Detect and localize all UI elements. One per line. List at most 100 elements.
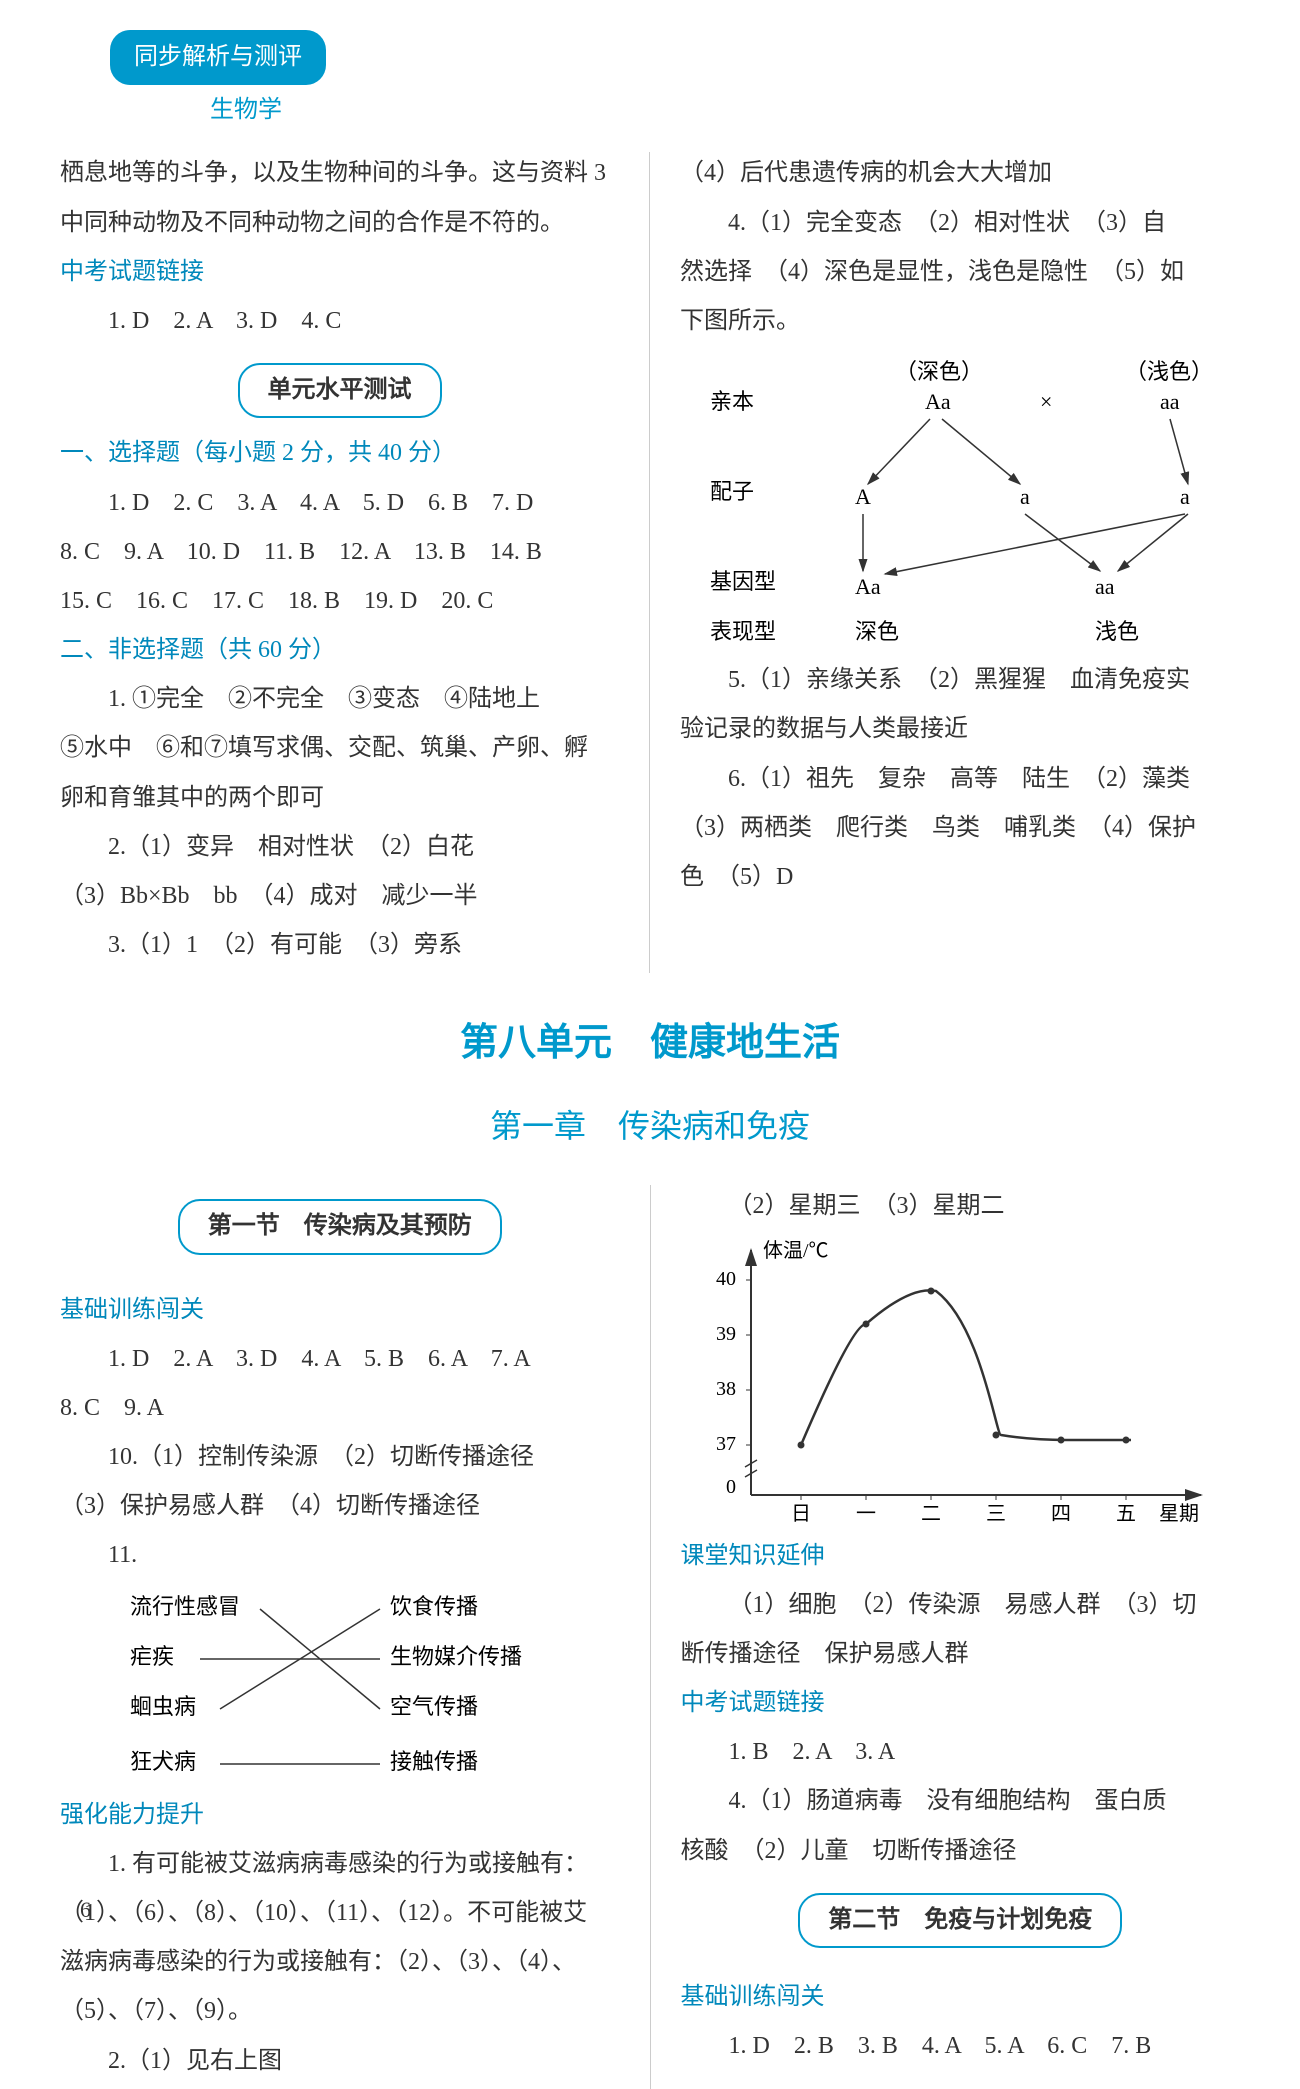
answers-line: 1. B 2. A 3. A [681, 1731, 1241, 1774]
text-line: 然选择 （4）深色是显性，浅色是隐性 （5）如 [680, 251, 1240, 294]
genetics-diagram: 亲本 配子 基因型 表现型 （深色） （浅色） Aa × aa A a a Aa… [680, 349, 1240, 659]
label-light-paren: （浅色） [1125, 359, 1213, 384]
header-tab: 同步解析与测评 [110, 30, 326, 85]
unit-test-pill: 单元水平测试 [238, 363, 442, 418]
label-genotype: 基因型 [710, 569, 776, 594]
text-line: 5.（1）亲缘关系 （2）黑猩猩 血清免疫实 [680, 659, 1240, 702]
pheno-dark: 深色 [855, 619, 899, 644]
xlabel: 星期 [1159, 1503, 1199, 1525]
text-line: 4.（1）完全变态 （2）相对性状 （3）自 [680, 202, 1240, 245]
right-col-b: （2）星期三 （3）星期二 体温/℃ 40 39 38 37 0 [681, 1185, 1241, 2088]
text-line: 6.（1）祖先 复杂 高等 陆生 （2）藻类 [680, 758, 1240, 801]
answers-line: 8. C 9. A 10. D 11. B 12. A 13. B 14. B [60, 531, 619, 574]
match-right-2: 空气传播 [390, 1694, 478, 1719]
text-line: （1）细胞 （2）传染源 易感人群 （3）切 [681, 1584, 1241, 1627]
ylabel: 体温/℃ [763, 1239, 829, 1262]
offspring-Aa: Aa [855, 574, 881, 599]
text-line: 栖息地等的斗争，以及生物种间的斗争。这与资料 3 [60, 152, 619, 195]
answers-line: 1. D 2. B 3. B 4. A 5. A 6. C 7. B [681, 2025, 1241, 2068]
ytick-0: 0 [726, 1476, 736, 1498]
ytick-38: 38 [716, 1378, 736, 1400]
allele-a2: a [1180, 484, 1190, 509]
section-1-pill: 第一节 传染病及其预防 [178, 1199, 502, 1254]
text-line: 2.（1）见右上图 [60, 2040, 620, 2083]
text-line: 下图所示。 [680, 300, 1240, 343]
jichu2-heading: 基础训练闯关 [681, 1976, 1241, 2019]
text-line: 验记录的数据与人类最接近 [680, 708, 1240, 751]
text-line: 10.（1）控制传染源 （2）切断传播途径 [60, 1436, 620, 1479]
text-line: 2.（1）变异 相对性状 （2）白花 [60, 826, 619, 869]
label-parent: 亲本 [710, 389, 754, 414]
ytick-37: 37 [716, 1433, 736, 1455]
allele-a: a [1020, 484, 1030, 509]
page-number: 6 [80, 1890, 91, 1930]
link-heading: 中考试题链接 [60, 251, 619, 294]
chapter-1-title: 第一章 传染病和免疫 [0, 1098, 1300, 1156]
lower-columns: 第一节 传染病及其预防 基础训练闯关 1. D 2. A 3. D 4. A 5… [0, 1185, 1300, 2088]
xtick-4: 四 [1051, 1503, 1071, 1525]
xtick-1: 一 [856, 1503, 876, 1525]
xtick-3: 三 [986, 1503, 1006, 1525]
column-divider [649, 152, 650, 973]
text-line: 4.（1）肠道病毒 没有细胞结构 蛋白质 [681, 1780, 1241, 1823]
page-header: 同步解析与测评 生物学 [0, 0, 1300, 132]
section-heading: 二、非选择题（共 60 分） [60, 629, 619, 672]
ytick-39: 39 [716, 1323, 736, 1345]
text-line: 1. ①完全 ②不完全 ③变态 ④陆地上 [60, 678, 619, 721]
left-col: 栖息地等的斗争，以及生物种间的斗争。这与资料 3 中同种动物及不同种动物之间的合… [60, 152, 619, 973]
right-col: （4）后代患遗传病的机会大大增加 4.（1）完全变态 （2）相对性状 （3）自 … [680, 152, 1240, 973]
text-line: 11. [60, 1534, 620, 1577]
zklink-heading: 中考试题链接 [681, 1682, 1241, 1725]
qianghua-heading: 强化能力提升 [60, 1794, 620, 1837]
text-line: （3）保护易感人群 （4）切断传播途径 [60, 1485, 620, 1528]
match-right-1: 生物媒介传播 [390, 1644, 522, 1669]
offspring-aa: aa [1095, 574, 1115, 599]
section-heading: 一、选择题（每小题 2 分，共 40 分） [60, 432, 619, 475]
text-line: 色 （5）D [680, 856, 1240, 899]
ytick-40: 40 [716, 1268, 736, 1290]
section-2-pill: 第二节 免疫与计划免疫 [798, 1893, 1122, 1948]
pheno-light: 浅色 [1095, 619, 1139, 644]
temperature-chart: 体温/℃ 40 39 38 37 0 日 一 二 三 四 五 星期 [681, 1235, 1221, 1535]
answers-line: 1. D 2. A 3. D 4. C [60, 300, 619, 343]
matching-diagram: 流行性感冒 疟疾 蛔虫病 狂犬病 饮食传播 生物媒介传播 空气传播 接触传播 [60, 1584, 580, 1794]
answers-line: 15. C 16. C 17. C 18. B 19. D 20. C [60, 580, 619, 623]
column-divider-b [650, 1185, 651, 2088]
text-line: ⑤水中 ⑥和⑦填写求偶、交配、筑巢、产卵、孵 [60, 727, 619, 770]
header-subject: 生物学 [210, 89, 1300, 132]
unit-8-title: 第八单元 健康地生活 [0, 1009, 1300, 1077]
answers-line: 8. C 9. A [60, 1387, 620, 1430]
text-line: 中同种动物及不同种动物之间的合作是不符的。 [60, 202, 619, 245]
text-line: 滋病病毒感染的行为或接触有：（2）、（3）、（4）、 [60, 1941, 620, 1984]
genotype-Aa: Aa [925, 389, 951, 414]
answers-line: 1. D 2. A 3. D 4. A 5. B 6. A 7. A [60, 1338, 620, 1381]
match-right-3: 接触传播 [390, 1749, 478, 1774]
match-left-2: 蛔虫病 [130, 1694, 196, 1719]
text-line: （3）Bb×Bb bb （4）成对 减少一半 [60, 875, 619, 918]
xtick-2: 二 [921, 1503, 941, 1525]
match-right-0: 饮食传播 [390, 1594, 478, 1619]
text-line: （5）、（7）、（9）。 [60, 1990, 620, 2033]
text-line: 断传播途径 保护易感人群 [681, 1633, 1241, 1676]
match-left-3: 狂犬病 [130, 1749, 196, 1774]
answers-line: 1. D 2. C 3. A 4. A 5. D 6. B 7. D [60, 482, 619, 525]
text-line: （1）、（6）、（8）、（10）、（11）、（12）。不可能被艾 [60, 1892, 620, 1935]
genotype-aa: aa [1160, 389, 1180, 414]
text-line: 卵和育雏其中的两个即可 [60, 777, 619, 820]
text-line: （2）星期三 （3）星期二 [681, 1185, 1241, 1228]
jichu-heading: 基础训练闯关 [60, 1289, 620, 1332]
label-gamete: 配子 [710, 479, 754, 504]
xtick-0: 日 [791, 1503, 811, 1525]
cross-x: × [1040, 389, 1052, 414]
left-col-b: 第一节 传染病及其预防 基础训练闯关 1. D 2. A 3. D 4. A 5… [60, 1185, 620, 2088]
match-left-0: 流行性感冒 [130, 1594, 240, 1619]
text-line: （4）后代患遗传病的机会大大增加 [680, 152, 1240, 195]
ketang-heading: 课堂知识延伸 [681, 1535, 1241, 1578]
xtick-5: 五 [1116, 1503, 1136, 1525]
label-phenotype: 表现型 [710, 619, 776, 644]
text-line: 1. 有可能被艾滋病病毒感染的行为或接触有： [60, 1843, 620, 1886]
text-line: 3.（1）1 （2）有可能 （3）旁系 [60, 924, 619, 967]
text-line: 核酸 （2）儿童 切断传播途径 [681, 1830, 1241, 1873]
text-line: （3）两栖类 爬行类 鸟类 哺乳类 （4）保护 [680, 807, 1240, 850]
allele-A: A [855, 484, 871, 509]
